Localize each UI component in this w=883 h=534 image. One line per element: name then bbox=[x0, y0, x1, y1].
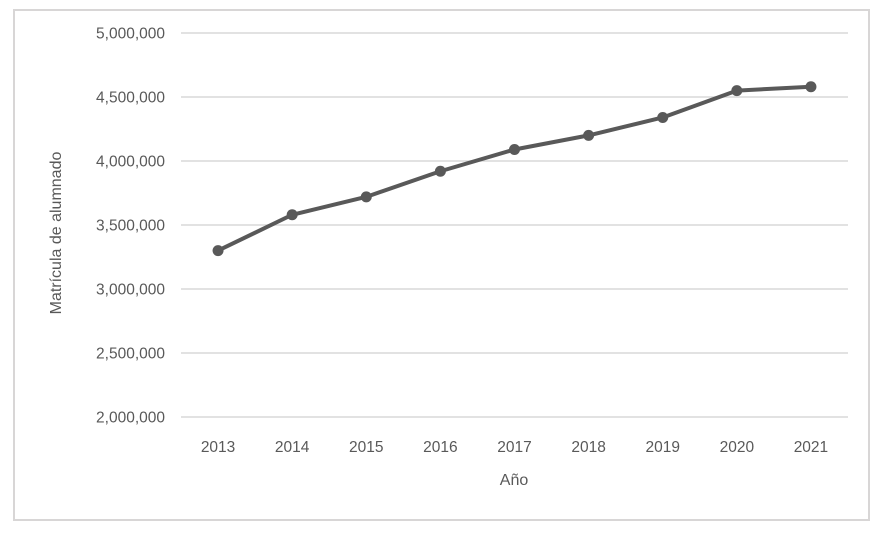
y-tick-label: 3,000,000 bbox=[96, 282, 165, 299]
data-point bbox=[731, 85, 743, 97]
y-tick-label: 2,000,000 bbox=[96, 410, 165, 427]
data-line bbox=[216, 84, 813, 253]
data-point bbox=[583, 129, 595, 141]
data-point bbox=[434, 165, 446, 177]
y-axis-title: Matrícula de alumnado bbox=[48, 151, 65, 315]
data-point bbox=[360, 191, 372, 203]
x-tick-label: 2014 bbox=[275, 439, 310, 456]
x-tick-label: 2019 bbox=[645, 439, 679, 456]
y-tick-label: 4,500,000 bbox=[96, 90, 165, 107]
data-point bbox=[212, 245, 224, 257]
x-tick-label: 2017 bbox=[497, 439, 531, 456]
y-tick-label: 4,000,000 bbox=[96, 154, 165, 171]
x-tick-label: 2016 bbox=[423, 439, 457, 456]
data-point bbox=[657, 111, 669, 123]
y-tick-label: 2,500,000 bbox=[96, 346, 165, 363]
x-tick-label: 2018 bbox=[571, 439, 605, 456]
y-tick-label: 5,000,000 bbox=[96, 26, 165, 43]
x-axis-title: Año bbox=[499, 472, 529, 489]
y-tick-label: 3,500,000 bbox=[96, 218, 165, 235]
x-tick-label: 2015 bbox=[349, 439, 383, 456]
x-tick-label: 2020 bbox=[720, 439, 755, 456]
x-tick-label: 2021 bbox=[794, 439, 828, 456]
x-tick-label: 2013 bbox=[201, 439, 235, 456]
data-point bbox=[805, 81, 817, 93]
data-point bbox=[286, 209, 298, 221]
data-point bbox=[509, 143, 520, 155]
